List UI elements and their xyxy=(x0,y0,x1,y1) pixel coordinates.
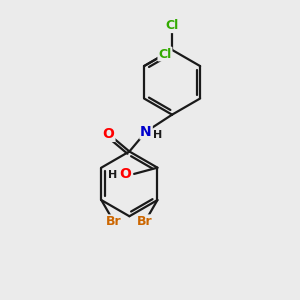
Text: O: O xyxy=(119,167,130,181)
Text: H: H xyxy=(108,170,118,180)
Text: N: N xyxy=(140,124,152,139)
Text: O: O xyxy=(103,127,115,141)
Text: Cl: Cl xyxy=(166,19,179,32)
Text: Cl: Cl xyxy=(158,47,172,61)
Text: Br: Br xyxy=(137,215,153,228)
Text: H: H xyxy=(153,130,162,140)
Text: Br: Br xyxy=(106,215,122,228)
